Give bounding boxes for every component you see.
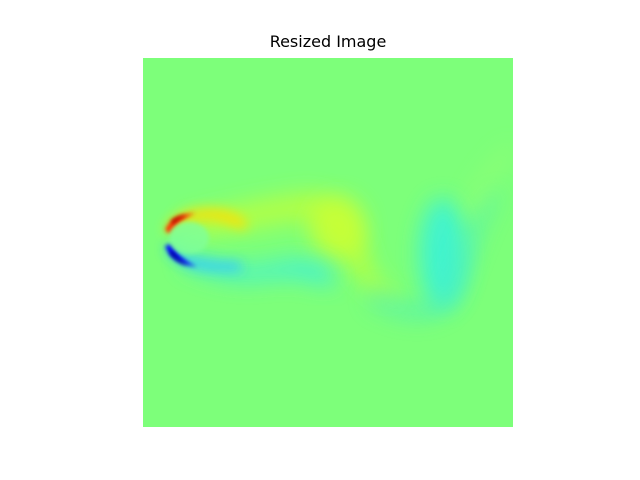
negative-vortex-blob bbox=[419, 198, 467, 308]
vorticity-field bbox=[143, 58, 513, 427]
image-panel bbox=[143, 58, 513, 427]
cylinder-body bbox=[169, 222, 209, 254]
lower-shear-peak bbox=[169, 251, 189, 266]
positive-vortex-blob bbox=[310, 196, 366, 260]
far-wake-trail bbox=[463, 143, 513, 218]
upper-shear-core bbox=[165, 213, 195, 234]
negative-vortex-trail bbox=[368, 188, 503, 318]
negative-vortex-band bbox=[183, 253, 333, 288]
upper-shear-peak bbox=[171, 215, 187, 225]
page-title: Resized Image bbox=[269, 32, 387, 51]
lower-shear-core bbox=[165, 244, 197, 267]
